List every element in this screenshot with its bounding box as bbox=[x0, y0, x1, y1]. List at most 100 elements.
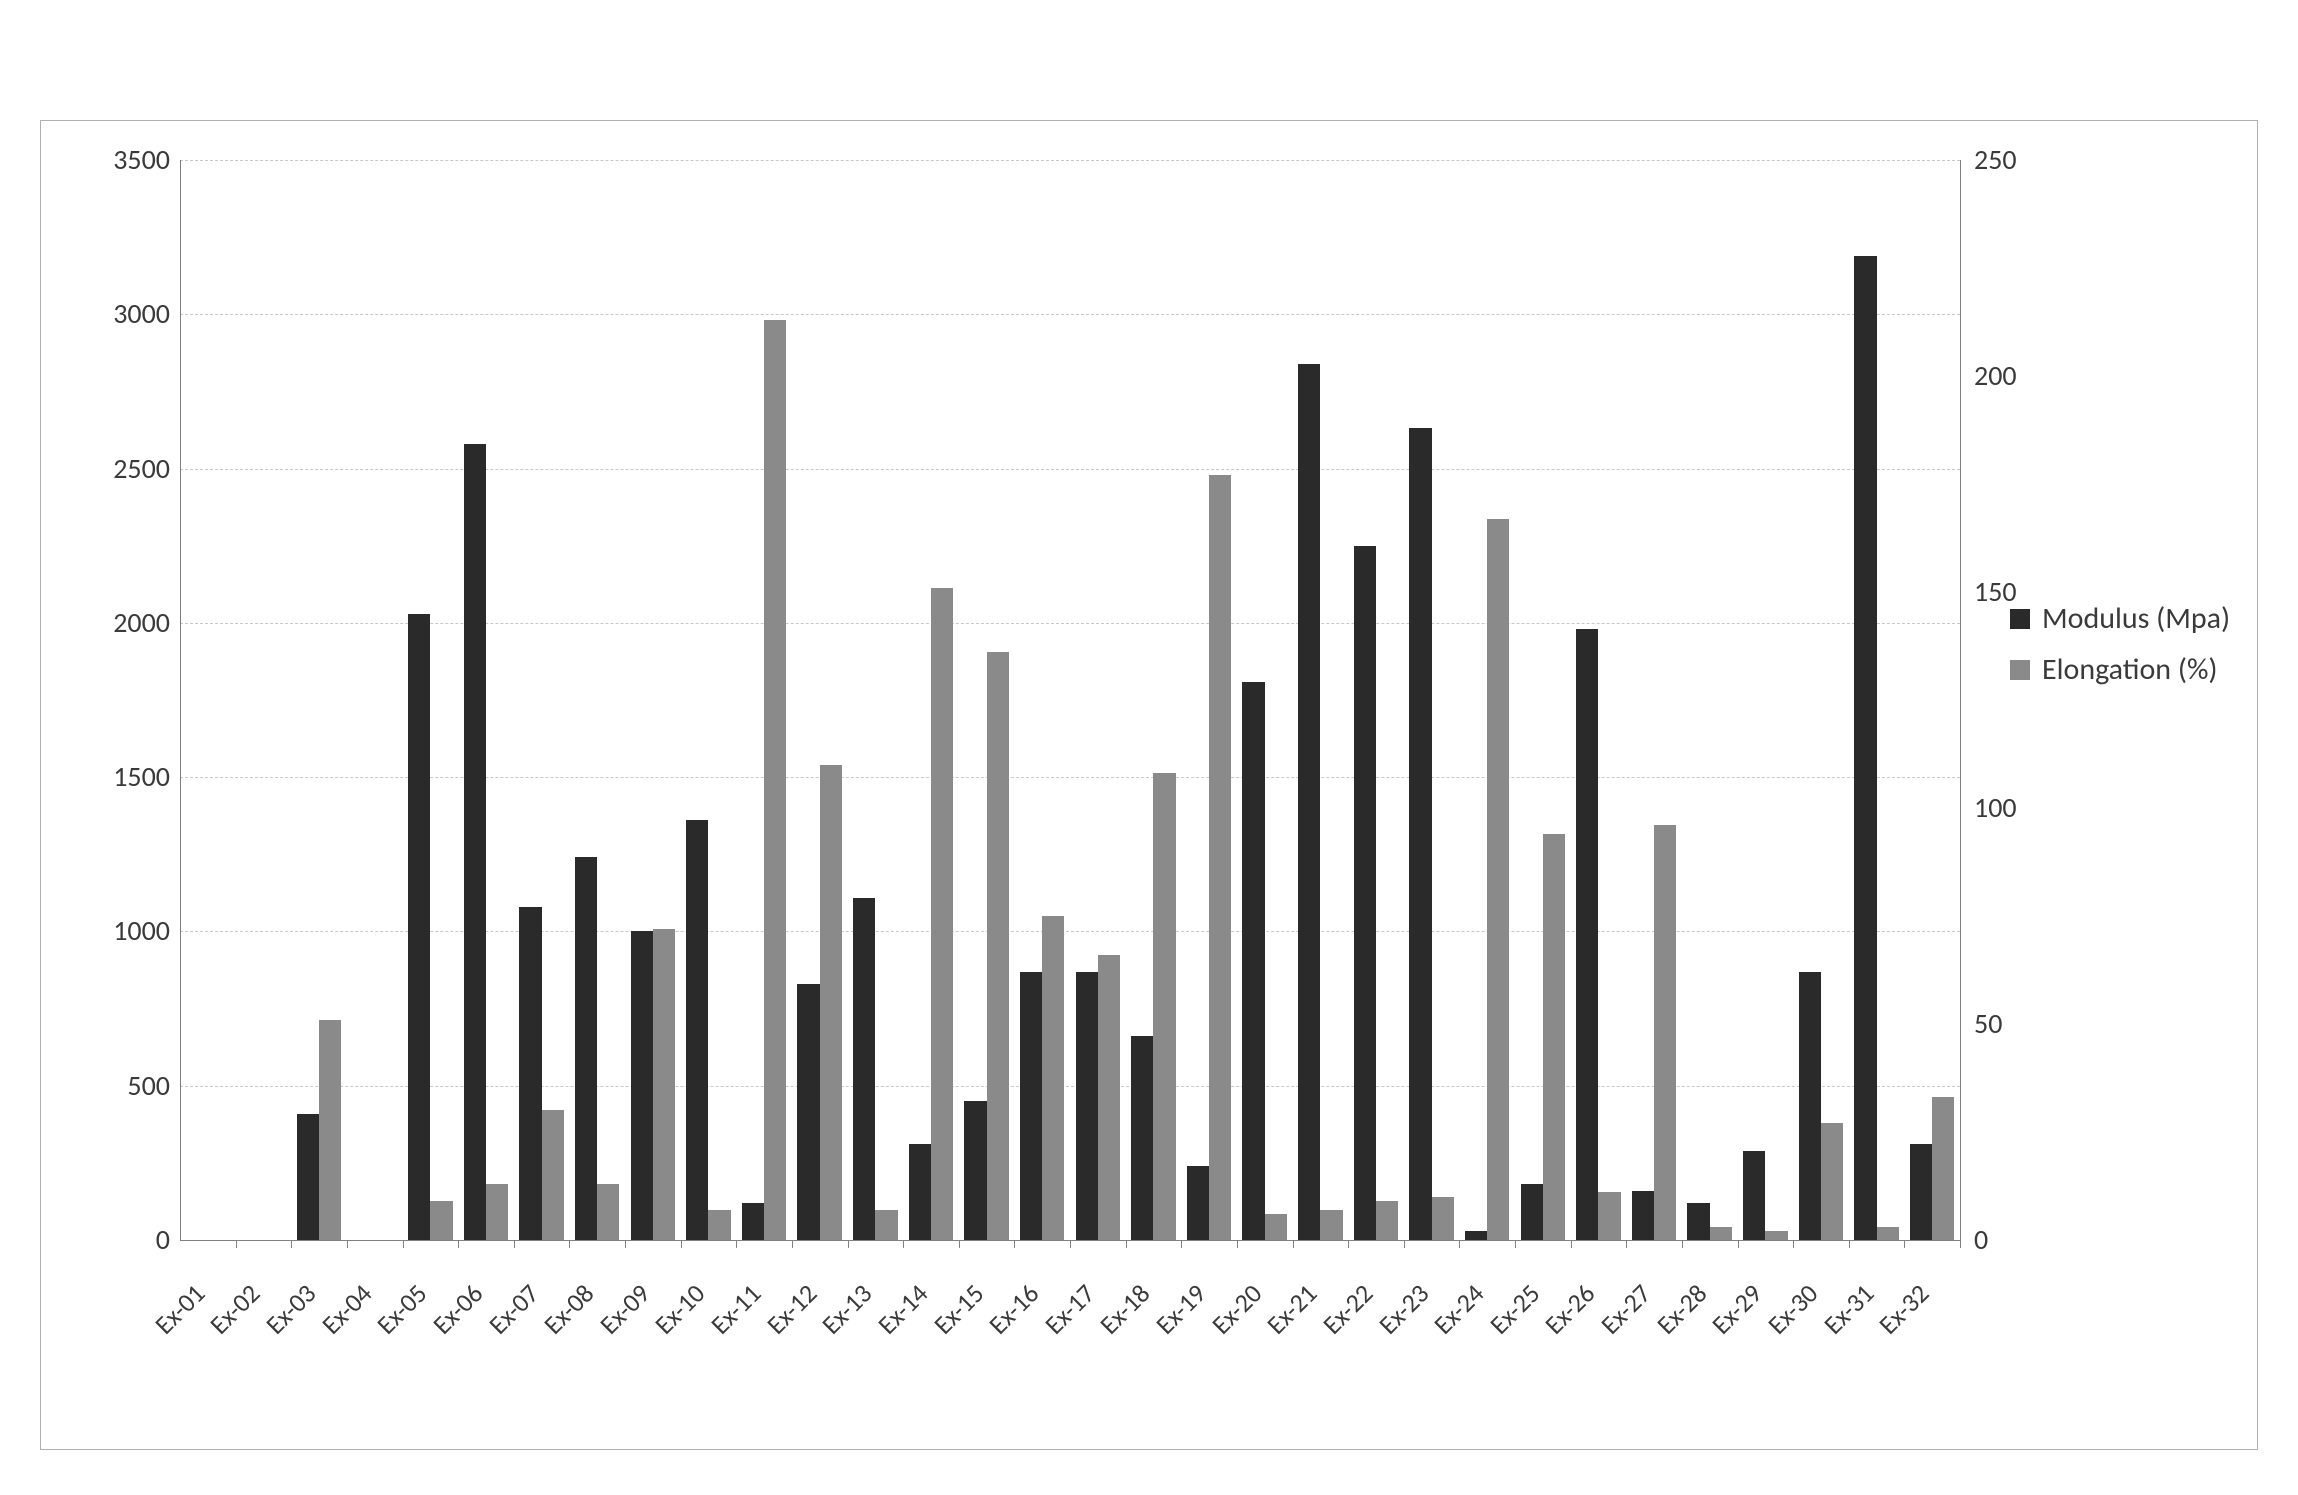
x-tick-mark bbox=[1014, 1240, 1015, 1248]
legend-label: Modulus (Mpa) bbox=[2042, 600, 2230, 637]
bar-modulus bbox=[1242, 682, 1264, 1241]
x-tick-mark bbox=[1904, 1240, 1905, 1248]
gridline bbox=[180, 931, 1960, 932]
bar-elongation bbox=[1821, 1123, 1843, 1240]
x-tick-mark bbox=[959, 1240, 960, 1248]
x-tick-mark bbox=[1738, 1240, 1739, 1248]
bar-elongation bbox=[875, 1210, 897, 1240]
bar-modulus bbox=[1576, 629, 1598, 1240]
bar-modulus bbox=[1298, 364, 1320, 1240]
y-left-tick: 0 bbox=[80, 1222, 170, 1257]
x-tick-mark bbox=[903, 1240, 904, 1248]
bar-elongation bbox=[1042, 916, 1064, 1240]
bar-modulus bbox=[519, 907, 541, 1240]
x-tick-mark bbox=[1793, 1240, 1794, 1248]
bar-elongation bbox=[1265, 1214, 1287, 1240]
bar-modulus bbox=[1799, 972, 1821, 1240]
x-tick-mark bbox=[1571, 1240, 1572, 1248]
y-left-tick: 2500 bbox=[80, 451, 170, 486]
bar-modulus bbox=[1465, 1231, 1487, 1240]
bar-modulus bbox=[464, 444, 486, 1240]
bar-modulus bbox=[742, 1203, 764, 1240]
x-tick-mark bbox=[1404, 1240, 1405, 1248]
x-tick-mark bbox=[736, 1240, 737, 1248]
x-tick-mark bbox=[291, 1240, 292, 1248]
bar-elongation bbox=[1932, 1097, 1954, 1240]
legend-label: Elongation (%) bbox=[2042, 651, 2218, 688]
y-right-tick: 0 bbox=[1974, 1222, 2054, 1257]
x-tick-mark bbox=[514, 1240, 515, 1248]
bar-modulus bbox=[797, 984, 819, 1240]
bar-elongation bbox=[987, 652, 1009, 1240]
x-tick-mark bbox=[1293, 1240, 1294, 1248]
x-tick-mark bbox=[625, 1240, 626, 1248]
bar-modulus bbox=[909, 1144, 931, 1240]
bar-elongation bbox=[653, 929, 675, 1240]
gridline bbox=[180, 623, 1960, 624]
y-left-axis-line bbox=[180, 160, 181, 1240]
bar-modulus bbox=[1854, 256, 1876, 1240]
plot-area: 0500100015002000250030003500050100150200… bbox=[180, 160, 1960, 1240]
gridline bbox=[180, 469, 1960, 470]
x-tick-mark bbox=[1682, 1240, 1683, 1248]
y-right-axis-line bbox=[1960, 160, 1961, 1240]
x-tick-mark bbox=[569, 1240, 570, 1248]
bar-modulus bbox=[1020, 972, 1042, 1240]
bar-elongation bbox=[1710, 1227, 1732, 1240]
x-tick-mark bbox=[1126, 1240, 1127, 1248]
bar-elongation bbox=[1543, 834, 1565, 1240]
legend-item: Modulus (Mpa) bbox=[2010, 600, 2230, 637]
bar-elongation bbox=[931, 588, 953, 1240]
bar-elongation bbox=[486, 1184, 508, 1240]
gridline bbox=[180, 1086, 1960, 1087]
y-left-tick: 2000 bbox=[80, 605, 170, 640]
y-right-tick: 250 bbox=[1974, 142, 2054, 177]
y-left-tick: 3000 bbox=[80, 296, 170, 331]
bar-modulus bbox=[1354, 546, 1376, 1240]
bar-elongation bbox=[1209, 475, 1231, 1240]
bar-elongation bbox=[1487, 519, 1509, 1240]
y-left-tick: 3500 bbox=[80, 142, 170, 177]
legend-item: Elongation (%) bbox=[2010, 651, 2230, 688]
x-tick-mark bbox=[1960, 1240, 1961, 1248]
x-tick-mark bbox=[1626, 1240, 1627, 1248]
y-right-tick: 50 bbox=[1974, 1006, 2054, 1041]
bar-modulus bbox=[1743, 1151, 1765, 1240]
x-tick-mark bbox=[236, 1240, 237, 1248]
x-tick-mark bbox=[458, 1240, 459, 1248]
bar-modulus bbox=[686, 820, 708, 1240]
bar-modulus bbox=[297, 1114, 319, 1241]
bar-elongation bbox=[430, 1201, 452, 1240]
y-right-tick: 200 bbox=[1974, 358, 2054, 393]
bar-modulus bbox=[1076, 972, 1098, 1240]
bar-modulus bbox=[964, 1101, 986, 1240]
bar-elongation bbox=[1320, 1210, 1342, 1240]
y-right-tick: 100 bbox=[1974, 790, 2054, 825]
bar-elongation bbox=[1654, 825, 1676, 1240]
x-tick-mark bbox=[792, 1240, 793, 1248]
bar-elongation bbox=[1376, 1201, 1398, 1240]
x-tick-mark bbox=[403, 1240, 404, 1248]
legend: Modulus (Mpa) Elongation (%) bbox=[2010, 600, 2230, 702]
x-tick-mark bbox=[1849, 1240, 1850, 1248]
bar-elongation bbox=[1598, 1192, 1620, 1240]
bar-modulus bbox=[1521, 1184, 1543, 1240]
bar-modulus bbox=[1910, 1144, 1932, 1240]
gridline bbox=[180, 160, 1960, 161]
x-tick-mark bbox=[848, 1240, 849, 1248]
bar-modulus bbox=[631, 931, 653, 1240]
x-tick-mark bbox=[1515, 1240, 1516, 1248]
legend-swatch bbox=[2010, 609, 2030, 629]
bar-modulus bbox=[853, 898, 875, 1241]
gridline bbox=[180, 777, 1960, 778]
x-tick-mark bbox=[681, 1240, 682, 1248]
bar-modulus bbox=[1187, 1166, 1209, 1240]
bar-elongation bbox=[542, 1110, 564, 1240]
bar-modulus bbox=[1687, 1203, 1709, 1240]
bar-elongation bbox=[319, 1020, 341, 1240]
gridline bbox=[180, 314, 1960, 315]
x-tick-mark bbox=[1348, 1240, 1349, 1248]
bar-elongation bbox=[1432, 1197, 1454, 1240]
bar-elongation bbox=[1765, 1231, 1787, 1240]
x-tick-mark bbox=[1459, 1240, 1460, 1248]
